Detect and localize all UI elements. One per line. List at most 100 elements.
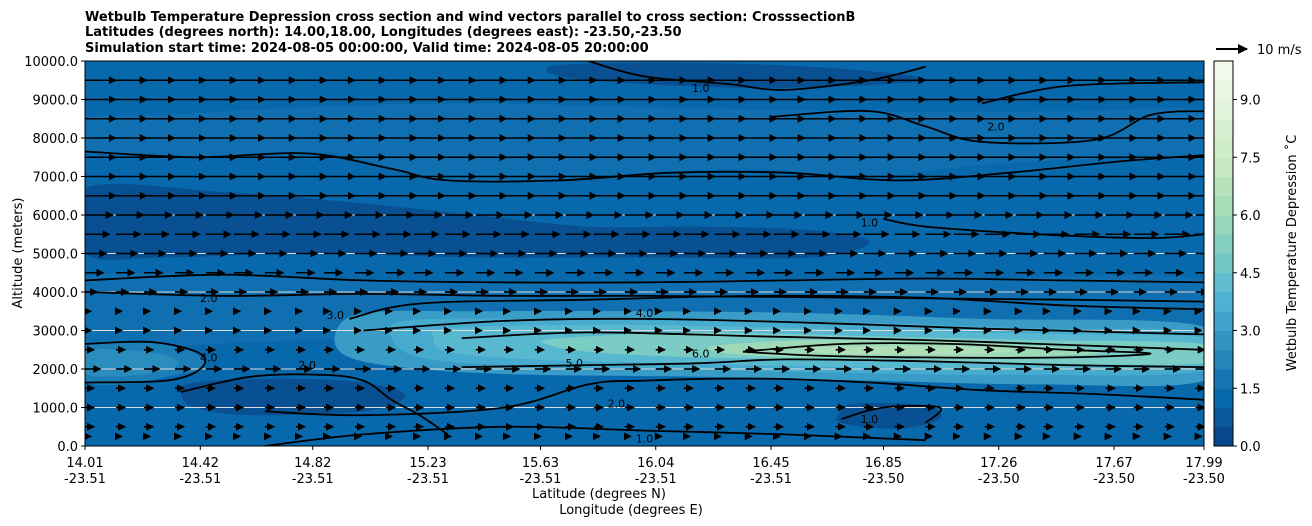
colorbar-band: [1214, 157, 1233, 177]
x-tick-lat-label-5: 16.04: [637, 456, 674, 471]
x-tick-lat-label-0: 14.01: [66, 456, 103, 471]
contour-line-1: [85, 150, 1204, 183]
colorbar-band: [1214, 349, 1233, 370]
x-tick-lat-label-4: 15.63: [522, 456, 559, 471]
x-axis-label-latitude: Latitude (degrees N): [532, 487, 666, 502]
contour-fill-12: [85, 183, 870, 260]
colorbar-label: Wetbulb Temperature Depression ˚C: [1284, 135, 1300, 372]
contour-label-13: 1.0: [636, 432, 654, 445]
y-tick-label-0: 0.0: [57, 440, 78, 455]
x-tick-lon-label-0: -23.51: [64, 472, 106, 487]
colorbar-band: [1214, 195, 1233, 216]
x-tick-lat-label-3: 15.23: [409, 456, 446, 471]
colorbar-band: [1214, 369, 1233, 389]
y-tick-label-8: 8000.0: [33, 132, 79, 147]
x-tick-lon-label-1: -23.51: [179, 472, 221, 487]
colorbar-band: [1214, 234, 1233, 254]
y-tick-label-4: 4000.0: [33, 286, 79, 301]
colorbar-band: [1214, 80, 1233, 100]
contour-line-10: [742, 342, 1152, 359]
x-tick-lat-label-8: 17.26: [980, 456, 1017, 471]
contour-line-12: [180, 373, 449, 436]
contour-line-11: [85, 340, 207, 384]
x-tick-lon-label-9: -23.50: [1093, 472, 1135, 487]
colorbar-tick-label-1: 1.5: [1240, 382, 1261, 397]
contour-fill-11: [836, 403, 942, 429]
contour-line-15: [841, 404, 943, 424]
x-tick-lat-label-6: 16.45: [752, 456, 789, 471]
x-tick-lon-label-7: -23.50: [863, 472, 905, 487]
wind-vectors: [85, 76, 1204, 441]
contour-label-14: 2.0: [608, 398, 626, 411]
colorbar-band: [1214, 426, 1233, 447]
colorbar-band: [1214, 138, 1233, 158]
chart-title-line-2: Latitudes (degrees north): 14.00,18.00, …: [85, 25, 682, 40]
colorbar-tick-label-4: 6.0: [1240, 209, 1261, 224]
contour-line-7: [363, 317, 1204, 336]
y-axis-label: Altitude (meters): [11, 198, 26, 309]
contour-label-10: 6.0: [692, 348, 710, 361]
contour-line-3: [981, 81, 1204, 105]
y-tick-label-9: 9000.0: [33, 94, 79, 109]
contour-label-2: 1.0: [692, 82, 710, 95]
colorbar-tick-label-0: 0.0: [1240, 440, 1261, 455]
y-tick-label-10: 10000.0: [24, 55, 78, 70]
x-tick-lon-label-5: -23.51: [635, 472, 677, 487]
contour-label-3: 2.0: [987, 120, 1005, 133]
contour-label-15: 1.0: [861, 413, 879, 426]
colorbar-frame: [1213, 60, 1234, 447]
colorbar-tick-label-3: 4.5: [1240, 267, 1261, 282]
y-tick-label-1: 1000.0: [33, 402, 79, 417]
x-tick-lon-label-4: -23.51: [520, 472, 562, 487]
quiver-key: 10 m/s: [1216, 43, 1302, 58]
colorbar-tick-label-5: 7.5: [1240, 151, 1261, 166]
x-tick-lon-label-8: -23.50: [978, 472, 1020, 487]
x-tick-lat-label-2: 14.82: [294, 456, 331, 471]
colorbar-band: [1214, 272, 1233, 293]
colorbar-band: [1214, 388, 1233, 408]
colorbar-band: [1214, 253, 1233, 274]
contour-label-11: 4.0: [200, 351, 218, 364]
contour-line-14: [264, 377, 1204, 417]
chart-title-line-1: Wetbulb Temperature Depression cross sec…: [85, 10, 855, 25]
contour-label-5: 1.0: [861, 217, 879, 230]
colorbar-tick-label-6: 9.0: [1240, 94, 1261, 109]
y-tick-label-3: 3000.0: [33, 325, 79, 340]
x-axis-label-longitude: Longitude (degrees E): [559, 503, 703, 518]
colorbar-band: [1214, 176, 1233, 197]
x-tick-lon-label-2: -23.51: [292, 472, 334, 487]
x-axis: 14.01-23.5114.42-23.5114.82-23.5115.23-2…: [64, 446, 1225, 487]
contour-label-0: 2.0: [200, 292, 218, 305]
contour-label-12: 2.0: [298, 359, 316, 372]
contour-label-7: 4.0: [636, 307, 654, 320]
colorbar-band: [1214, 292, 1233, 312]
colorbar-band: [1214, 311, 1233, 331]
colorbar-band: [1214, 215, 1233, 235]
y-axis: 0.0 1000.0 2000.0 3000.0 4000.0 5000.0 6000.0 7…: [24, 55, 85, 455]
x-tick-lat-label-9: 17.67: [1095, 456, 1132, 471]
plot-area: 2.01.02.01.03.0 4.05.06.04.02.01.02.01.0: [84, 60, 1205, 447]
colorbar-tick-label-2: 3.0: [1240, 325, 1261, 340]
x-tick-lat-label-7: 16.85: [865, 456, 902, 471]
colorbar-band: [1214, 61, 1233, 81]
colorbar-ticks: 0.0 1.5 3.0 4.5 6.0 7.5 9.0: [1233, 94, 1261, 455]
colorbar-bands: [1214, 61, 1233, 447]
contour-line-9: [461, 358, 1204, 368]
colorbar-band: [1214, 118, 1233, 139]
contour-line-0: [85, 273, 1204, 284]
colorbar-band: [1214, 330, 1233, 351]
y-tick-label-5: 5000.0: [33, 248, 79, 263]
x-tick-lon-label-3: -23.51: [407, 472, 449, 487]
x-tick-lat-label-1: 14.42: [182, 456, 219, 471]
x-tick-lon-label-10: -23.50: [1183, 472, 1225, 487]
colorbar-band: [1214, 407, 1233, 428]
colorbar-band: [1214, 99, 1233, 120]
y-tick-label-2: 2000.0: [33, 363, 79, 378]
x-tick-lat-label-10: 17.99: [1185, 456, 1222, 471]
y-tick-label-7: 7000.0: [33, 171, 79, 186]
contour-fill-1: [85, 103, 1204, 183]
contour-line-8: [461, 331, 1204, 351]
x-tick-lon-label-6: -23.51: [750, 472, 792, 487]
chart-title-line-3: Simulation start time: 2024-08-05 00:00:…: [85, 41, 649, 56]
